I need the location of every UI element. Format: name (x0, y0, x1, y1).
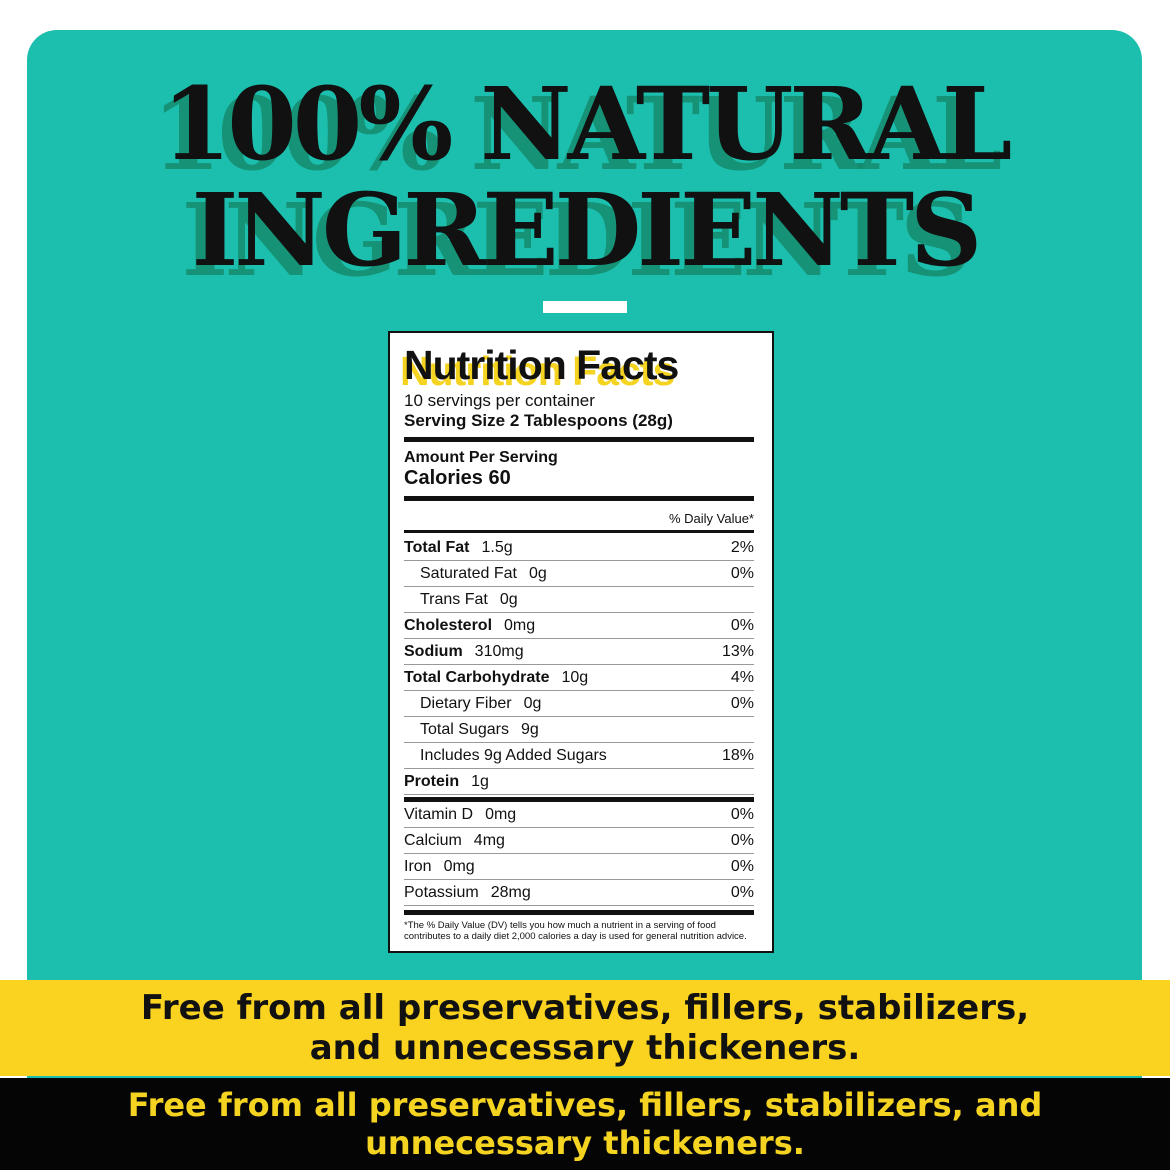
nutrient-name: Calcium (404, 831, 462, 849)
nutrient-dv: 18% (721, 746, 754, 764)
divider (404, 496, 754, 501)
calories: Calories 60 (404, 467, 511, 489)
nutrient-amount: 9g (520, 720, 539, 738)
nutrient-amount: 0g (523, 694, 542, 712)
yellow-ribbon-line-2: and unnecessary thickeners. (309, 1028, 861, 1068)
nutrient-name: Iron (404, 857, 432, 875)
nutrient-row: Cholesterol 0mg 0% (404, 613, 754, 639)
yellow-ribbon: Free from all preservatives, fillers, st… (0, 980, 1170, 1076)
nutrient-name: Total Fat (404, 538, 470, 556)
nutrient-amount: 0mg (504, 616, 536, 634)
nutrient-name: Vitamin D (404, 805, 474, 823)
nutrient-row: Total Sugars 9g (404, 717, 754, 743)
nutrient-amount: 1g (471, 772, 489, 790)
nutrient-row: Vitamin D 0mg 0% (404, 802, 754, 828)
nutrient-dv: 0% (730, 883, 754, 901)
nutrient-row: Total Carbohydrate 10g 4% (404, 665, 754, 691)
divider (404, 437, 754, 442)
black-ribbon-text: Free from all preservatives, fillers, st… (127, 1086, 1043, 1162)
nutrient-name-amount: Protein 1g (404, 773, 489, 791)
nutrient-row: Saturated Fat 0g 0% (404, 561, 754, 587)
nutrient-dv: 0% (730, 805, 754, 823)
nutrient-name: Potassium (404, 883, 479, 901)
nutrient-dv: 4% (730, 668, 754, 686)
nutrient-name: Includes 9g Added Sugars (420, 746, 607, 764)
nutrient-dv: 0% (730, 694, 754, 712)
nutrient-amount: 310mg (474, 642, 524, 660)
nutrient-name-amount: Total Carbohydrate 10g (404, 669, 588, 687)
heading-line-2: INGREDIENTS (191, 171, 983, 289)
nutrient-row: Dietary Fiber 0g 0% (404, 691, 754, 717)
nutrient-name-amount: Cholesterol 0mg (404, 617, 535, 635)
nutrient-dv: 2% (730, 538, 754, 556)
heading-line-1: 100% NATURAL (161, 65, 1013, 183)
nutrient-amount: 0mg (443, 857, 475, 875)
nutrient-name: Total Carbohydrate (404, 668, 550, 686)
nutrient-name: Dietary Fiber (420, 694, 512, 712)
dv-header: % Daily Value* (668, 511, 754, 526)
amount-per-serving: Amount Per Serving (404, 449, 558, 466)
nutrient-amount: 28mg (490, 883, 531, 901)
yellow-ribbon-line-1: Free from all preservatives, fillers, st… (140, 988, 1030, 1028)
black-ribbon: Free from all preservatives, fillers, st… (0, 1078, 1170, 1170)
nutrient-name-amount: Iron 0mg (404, 858, 475, 876)
nutrition-label: Nutrition Facts 10 servings per containe… (388, 331, 774, 953)
divider (404, 530, 754, 533)
nutrient-name: Total Sugars (420, 720, 509, 738)
nutrient-row: Includes 9g Added Sugars 18% (404, 743, 754, 769)
nutrient-name: Saturated Fat (420, 564, 517, 582)
divider-bar (543, 301, 627, 313)
vitamin-list: Vitamin D 0mg 0% Calcium 4mg 0% Iron 0mg 0% Potas… (404, 802, 754, 906)
nutrient-amount: 4mg (473, 831, 505, 849)
nutrient-dv: 0% (730, 564, 754, 582)
serving-size: Serving Size 2 Tablespoons (28g) (404, 411, 673, 430)
nutrient-row: Calcium 4mg 0% (404, 828, 754, 854)
nutrient-amount: 0g (499, 590, 518, 608)
nutrient-name: Protein (404, 772, 460, 790)
nutrient-amount: 0g (528, 564, 547, 582)
nutrient-name-amount: Includes 9g Added Sugars (420, 747, 619, 765)
nutrient-list: Total Fat 1.5g 2% Saturated Fat 0g 0% Trans Fa… (404, 535, 754, 795)
nutrient-name-amount: Sodium 310mg (404, 643, 524, 661)
nutrient-row: Total Fat 1.5g 2% (404, 535, 754, 561)
nutrient-name-amount: Saturated Fat 0g (420, 565, 547, 583)
nutrient-name-amount: Dietary Fiber 0g (420, 695, 541, 713)
nutrient-name: Sodium (404, 642, 463, 660)
nutrient-name: Trans Fat (420, 590, 488, 608)
nutrient-amount: 0mg (485, 805, 517, 823)
nutrient-row: Iron 0mg 0% (404, 854, 754, 880)
servings: 10 servings per container (404, 391, 595, 410)
nutrient-name-amount: Total Sugars 9g (420, 721, 539, 739)
nutrient-dv: 0% (730, 857, 754, 875)
nutrient-name: Cholesterol (404, 616, 493, 634)
divider (404, 910, 754, 915)
nutrient-amount: 10g (561, 668, 589, 686)
nutrient-amount: 1.5g (481, 538, 513, 556)
nutrient-name-amount: Calcium 4mg (404, 832, 505, 850)
nutrient-dv: 0% (730, 616, 754, 634)
nutrient-dv: 13% (721, 642, 754, 660)
nutrient-name-amount: Vitamin D 0mg (404, 806, 516, 824)
footnote: *The % Daily Value (DV) tells you how mu… (404, 920, 747, 942)
nutrient-row: Protein 1g (404, 769, 754, 795)
divider (404, 797, 754, 802)
nutrient-dv: 0% (730, 831, 754, 849)
nutrient-name-amount: Potassium 28mg (404, 884, 531, 902)
nutrient-name-amount: Trans Fat 0g (420, 591, 518, 609)
nutrient-row: Potassium 28mg 0% (404, 880, 754, 906)
nutrient-name-amount: Total Fat 1.5g (404, 539, 513, 557)
nutrient-row: Sodium 310mg 13% (404, 639, 754, 665)
nutrient-row: Trans Fat 0g (404, 587, 754, 613)
label-title: Nutrition Facts (404, 342, 679, 388)
